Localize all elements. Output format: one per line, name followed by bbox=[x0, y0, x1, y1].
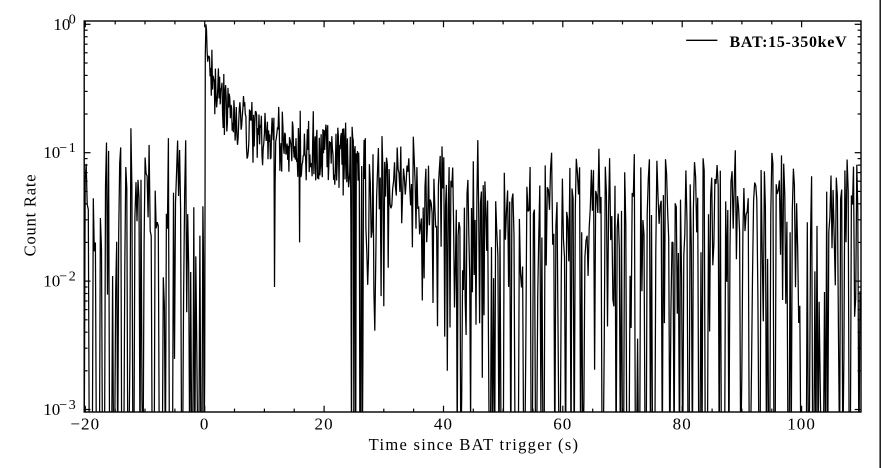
svg-text:10: 10 bbox=[43, 272, 60, 291]
svg-text:−1: −1 bbox=[59, 141, 77, 156]
svg-text:100: 100 bbox=[787, 414, 816, 433]
svg-text:Count Rate: Count Rate bbox=[21, 174, 40, 257]
svg-text:−2: −2 bbox=[59, 269, 77, 284]
svg-text:−3: −3 bbox=[59, 398, 77, 413]
svg-text:10: 10 bbox=[43, 143, 60, 162]
svg-text:80: 80 bbox=[673, 414, 692, 433]
svg-text:−20: −20 bbox=[70, 414, 100, 433]
svg-text:10: 10 bbox=[53, 15, 70, 34]
svg-text:0: 0 bbox=[200, 414, 210, 433]
svg-text:Time since BAT trigger (s): Time since BAT trigger (s) bbox=[369, 435, 580, 454]
svg-text:40: 40 bbox=[434, 414, 453, 433]
svg-text:20: 20 bbox=[314, 414, 333, 433]
svg-text:0: 0 bbox=[69, 13, 78, 28]
svg-text:60: 60 bbox=[553, 414, 572, 433]
svg-text:10: 10 bbox=[43, 400, 60, 419]
svg-text:BAT:15-350keV: BAT:15-350keV bbox=[730, 34, 848, 51]
